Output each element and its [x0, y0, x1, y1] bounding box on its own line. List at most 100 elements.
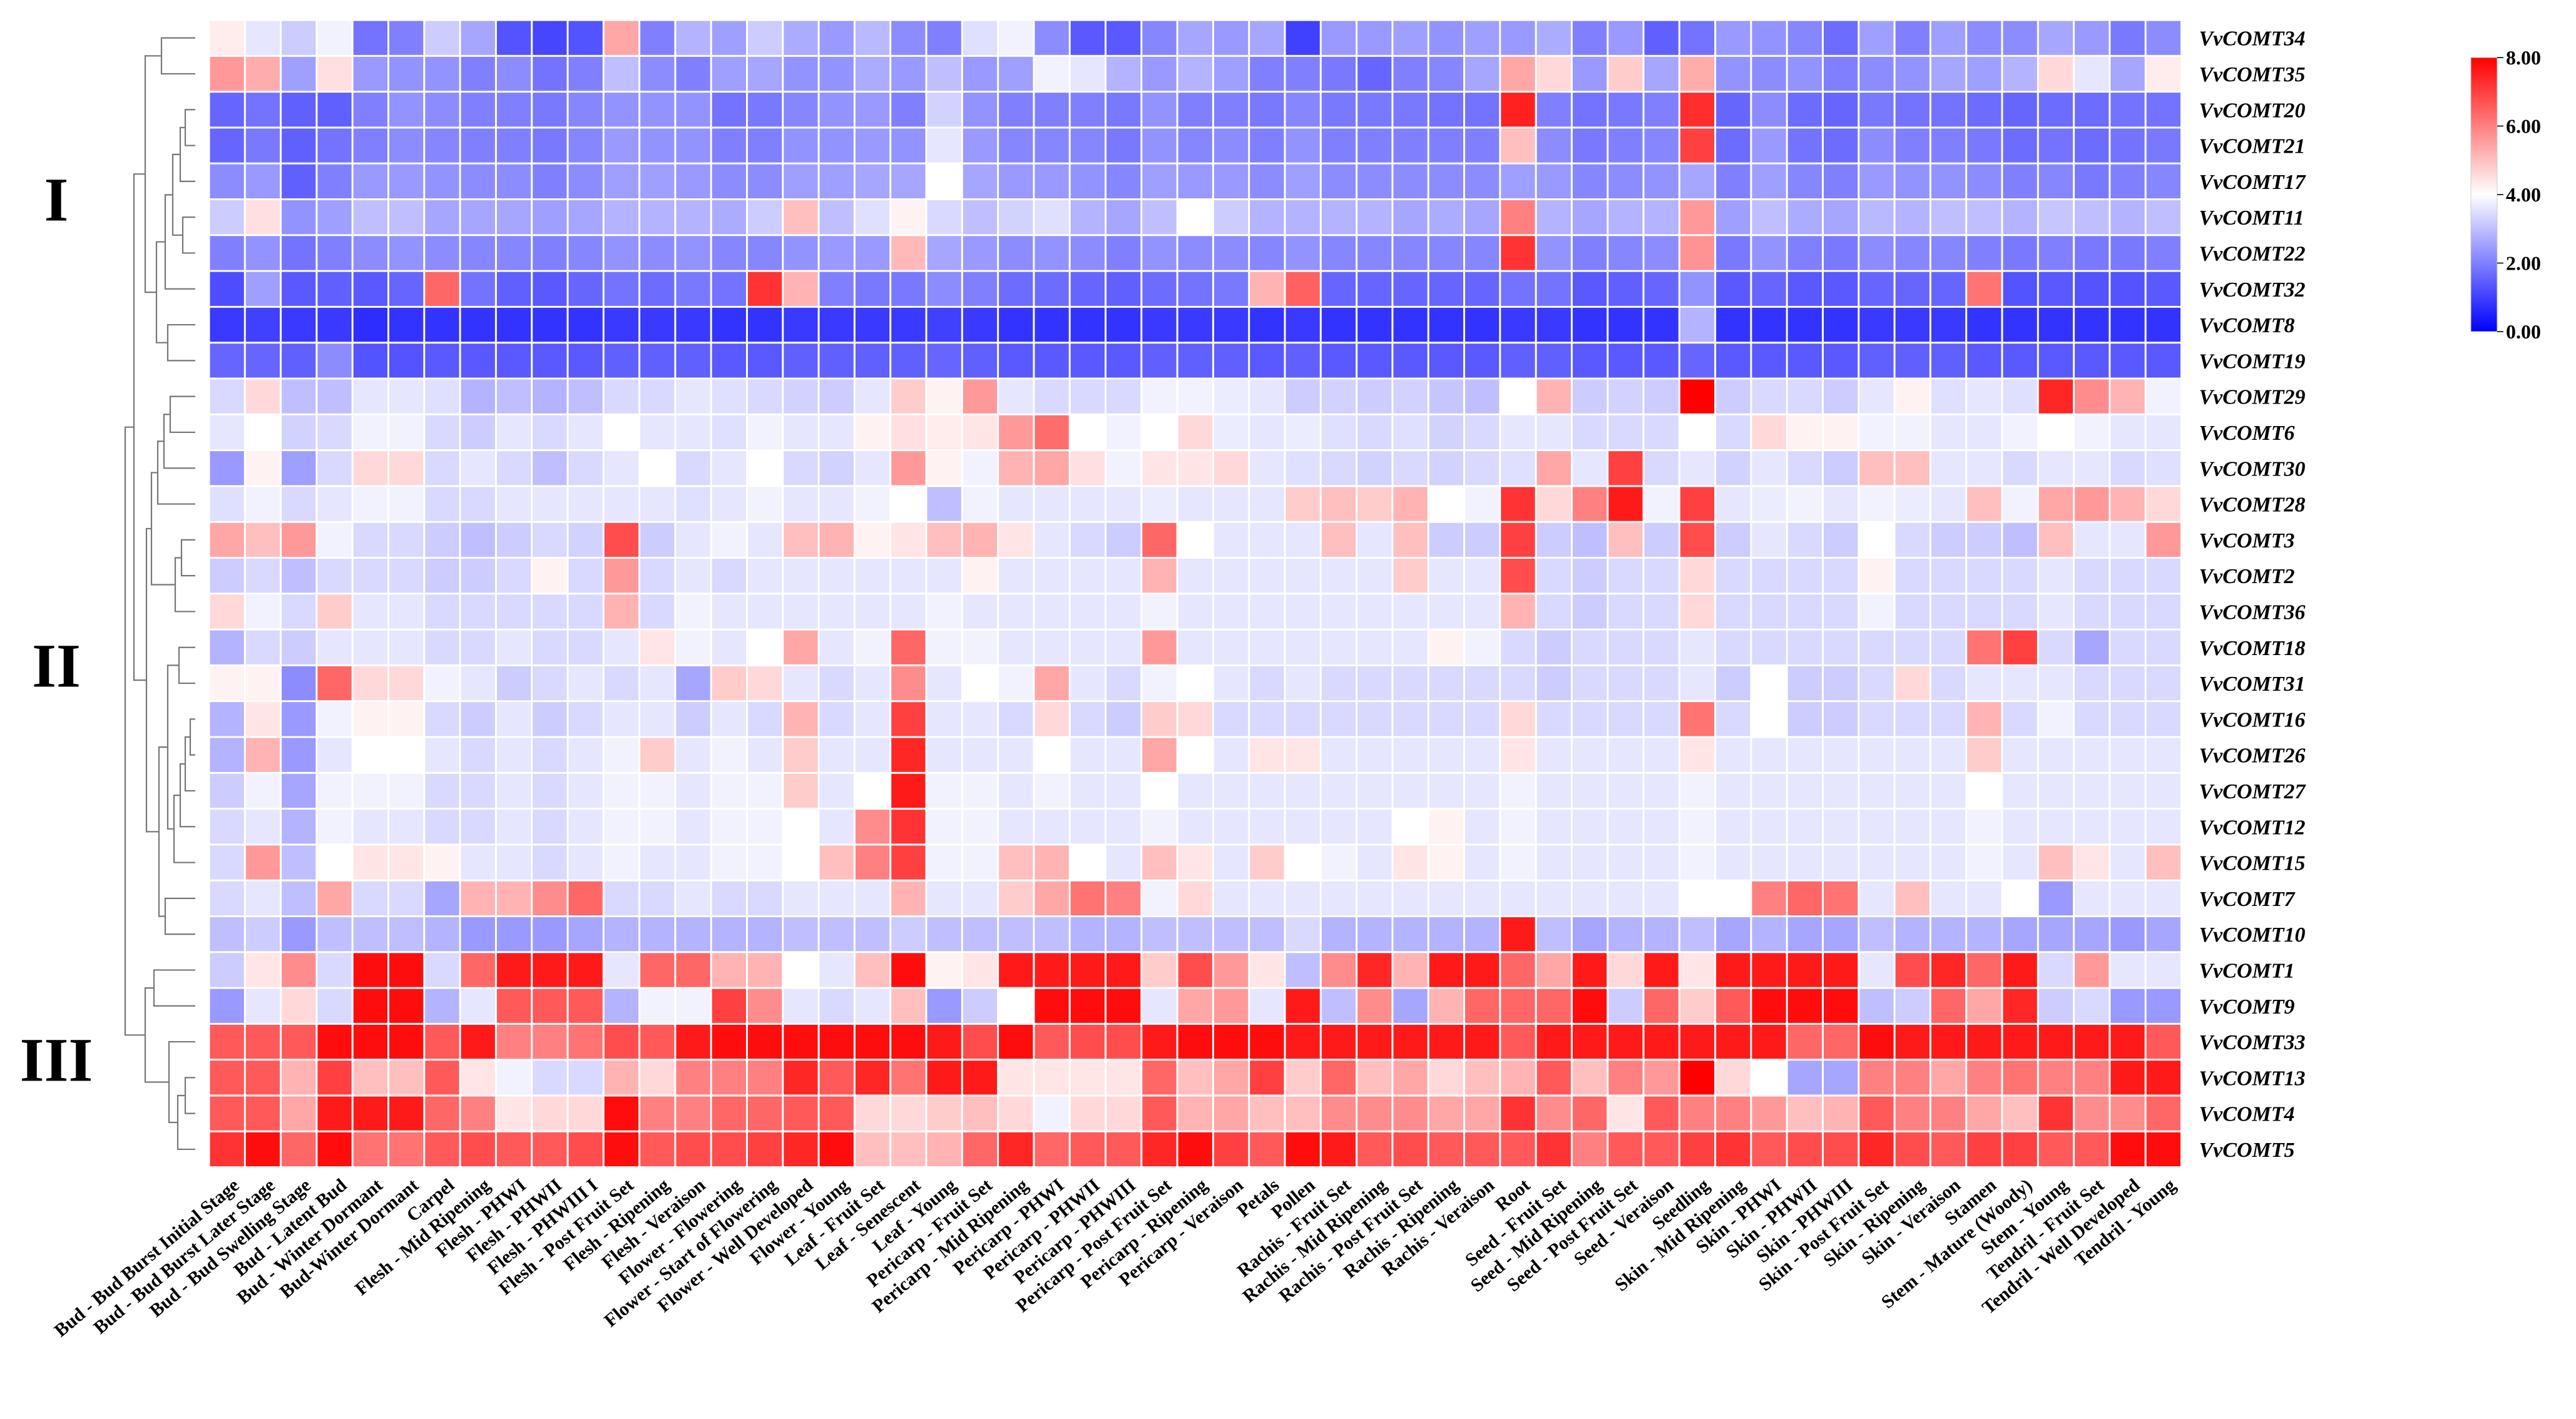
heatmap-cell: [210, 56, 244, 91]
heatmap-cell: [1716, 630, 1751, 664]
heatmap-cell: [1429, 487, 1463, 521]
heatmap-cell: [1787, 559, 1822, 593]
heatmap-cell: [1035, 379, 1069, 414]
heatmap-cell: [819, 845, 854, 880]
heatmap-cell: [210, 881, 244, 915]
heatmap-cell: [1787, 236, 1822, 270]
heatmap-cell: [1393, 379, 1428, 414]
heatmap-cell: [389, 56, 424, 91]
heatmap-cell: [1716, 594, 1751, 629]
heatmap-cell: [1644, 917, 1679, 952]
heatmap-cell: [999, 1132, 1033, 1167]
heatmap-cell: [1035, 810, 1069, 844]
heatmap-cell: [245, 487, 280, 521]
heatmap-cell: [640, 21, 675, 55]
heatmap-cell: [1931, 773, 1966, 808]
heatmap-cell: [1608, 845, 1643, 880]
heatmap-cell: [1644, 738, 1679, 772]
heatmap-cell: [210, 128, 244, 163]
heatmap-cell: [640, 845, 675, 880]
heatmap-cell: [1752, 738, 1786, 772]
heatmap-cell: [891, 56, 926, 91]
heatmap-cell: [1070, 200, 1105, 235]
heatmap-cell: [1895, 594, 1929, 629]
heatmap-cell: [963, 773, 998, 808]
heatmap-cell: [1967, 415, 2001, 450]
heatmap-cell: [389, 487, 424, 521]
heatmap-cell: [1357, 164, 1392, 198]
heatmap-cell: [568, 379, 603, 414]
heatmap-cell: [712, 93, 746, 127]
heatmap-cell: [1716, 1024, 1751, 1059]
heatmap-cell: [1393, 738, 1428, 772]
heatmap-cell: [1035, 236, 1069, 270]
heatmap-cell: [1070, 522, 1105, 557]
row-label: VvCOMT8: [2199, 314, 2295, 337]
heatmap-cell: [2146, 343, 2180, 378]
heatmap-cell: [748, 164, 782, 198]
heatmap-cell: [1285, 881, 1320, 915]
heatmap-cell: [1357, 1096, 1392, 1131]
heatmap-cell: [1644, 594, 1679, 629]
heatmap-cell: [1250, 845, 1284, 880]
heatmap-cell: [317, 738, 352, 772]
heatmap-cell: [2038, 917, 2073, 952]
heatmap-cell: [317, 522, 352, 557]
heatmap-cell: [245, 702, 280, 736]
heatmap-cell: [1895, 989, 1929, 1023]
heatmap-cell: [2110, 21, 2145, 55]
heatmap-cell: [461, 93, 495, 127]
heatmap-cell: [496, 56, 531, 91]
heatmap-cell: [1321, 1060, 1356, 1095]
heatmap-cell: [2038, 1132, 2073, 1167]
heatmap-cell: [1644, 989, 1679, 1023]
heatmap-cell: [1752, 93, 1786, 127]
dendrogram-link: [176, 1094, 195, 1151]
heatmap-cell: [1752, 845, 1786, 880]
heatmap-cell: [1572, 773, 1607, 808]
heatmap-cell: [1895, 773, 1929, 808]
heatmap-cell: [2075, 236, 2109, 270]
heatmap-cell: [1321, 917, 1356, 952]
heatmap-cell: [1859, 989, 1894, 1023]
heatmap-cell: [461, 1096, 495, 1131]
heatmap-cell: [1357, 845, 1392, 880]
heatmap-cell: [999, 1096, 1033, 1131]
heatmap-cell: [2038, 128, 2073, 163]
heatmap-cell: [819, 917, 854, 952]
heatmap-cell: [1214, 56, 1249, 91]
heatmap-cell: [1465, 1060, 1500, 1095]
heatmap-cell: [855, 487, 890, 521]
heatmap-cell: [1465, 989, 1500, 1023]
row-label: VvCOMT9: [2199, 995, 2295, 1019]
heatmap-cell: [1752, 881, 1786, 915]
heatmap-cell: [425, 164, 459, 198]
heatmap-cell: [568, 1132, 603, 1167]
heatmap-cell: [425, 666, 459, 701]
heatmap-cell: [2003, 128, 2037, 163]
heatmap-cell: [2110, 881, 2145, 915]
heatmap-cell: [604, 164, 639, 198]
heatmap-cell: [1250, 559, 1284, 593]
heatmap-cell: [1429, 666, 1463, 701]
heatmap-cell: [1178, 917, 1212, 952]
heatmap-cell: [1142, 917, 1177, 952]
heatmap-cell: [927, 93, 961, 127]
heatmap-cell: [712, 487, 746, 521]
heatmap-cell: [1787, 200, 1822, 235]
heatmap-cell: [855, 1132, 890, 1167]
heatmap-cell: [2003, 343, 2037, 378]
heatmap-cell: [1429, 1096, 1463, 1131]
heatmap-cell: [748, 272, 782, 306]
heatmap-cell: [353, 379, 387, 414]
heatmap-cell: [533, 666, 567, 701]
dendrogram-link: [168, 1040, 195, 1124]
heatmap-cell: [891, 989, 926, 1023]
heatmap-cell: [1429, 522, 1463, 557]
heatmap-cell: [2075, 307, 2109, 342]
heatmap-cell: [1501, 702, 1535, 736]
heatmap-cell: [1824, 272, 1858, 306]
heatmap-cell: [1501, 307, 1535, 342]
dendrogram-link: [184, 109, 195, 146]
heatmap-cell: [2110, 1132, 2145, 1167]
